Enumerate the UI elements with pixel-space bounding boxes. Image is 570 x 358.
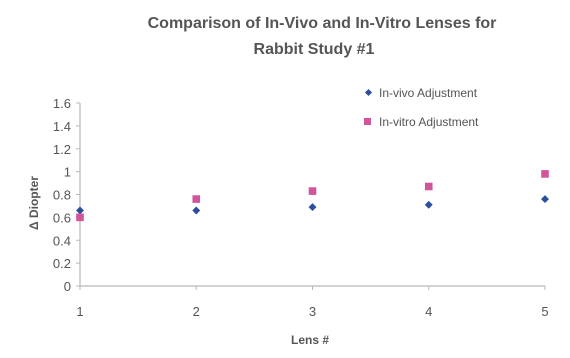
x-tick-label: 5 — [541, 304, 548, 319]
point-in-vitro — [308, 187, 317, 195]
y-axis-label: Δ Diopter — [27, 176, 41, 230]
x-tick-label: 3 — [309, 304, 316, 319]
point-in-vitro — [76, 213, 84, 222]
y-tick-label: 1.4 — [53, 119, 71, 134]
point-in-vivo — [541, 195, 549, 204]
legend-marker-in-vivo — [364, 88, 373, 97]
y-tick-label: 0.6 — [53, 210, 71, 225]
tick-labels: 0 0.2 0.4 0.6 0.8 1 1.2 1.4 1.6 1 2 3 4 5 — [53, 96, 549, 319]
y-tick-label: 0.8 — [53, 188, 71, 203]
x-axis-label: Lens # — [291, 333, 329, 347]
point-in-vivo — [76, 206, 84, 215]
y-tick-label: 1.2 — [53, 142, 71, 157]
x-tick-label: 1 — [76, 304, 83, 319]
point-in-vitro — [541, 170, 549, 178]
point-in-vivo — [424, 200, 433, 209]
point-in-vitro — [424, 182, 433, 191]
legend: In-vivo Adjustment In-vitro Adjustment — [364, 86, 479, 129]
point-in-vitro — [192, 195, 201, 203]
legend-label-in-vitro: In-vitro Adjustment — [379, 115, 479, 129]
data-points — [76, 170, 549, 222]
x-tick-label: 4 — [425, 304, 432, 319]
x-tick-label: 2 — [193, 304, 200, 319]
chart-title-line-1: Comparison of In-Vivo and In-Vitro Lense… — [148, 15, 497, 32]
y-tick-label: 1.6 — [53, 96, 71, 111]
legend-marker-in-vitro — [364, 118, 371, 125]
point-in-vivo — [308, 203, 317, 212]
y-tick-label: 0.2 — [53, 256, 71, 271]
y-tick-label: 0 — [64, 279, 71, 294]
legend-label-in-vivo: In-vivo Adjustment — [379, 86, 478, 100]
point-in-vivo — [192, 206, 201, 215]
chart-title-line-2: Rabbit Study #1 — [254, 41, 375, 58]
y-tick-label: 0.4 — [53, 233, 71, 248]
y-tick-label: 1 — [64, 165, 71, 180]
